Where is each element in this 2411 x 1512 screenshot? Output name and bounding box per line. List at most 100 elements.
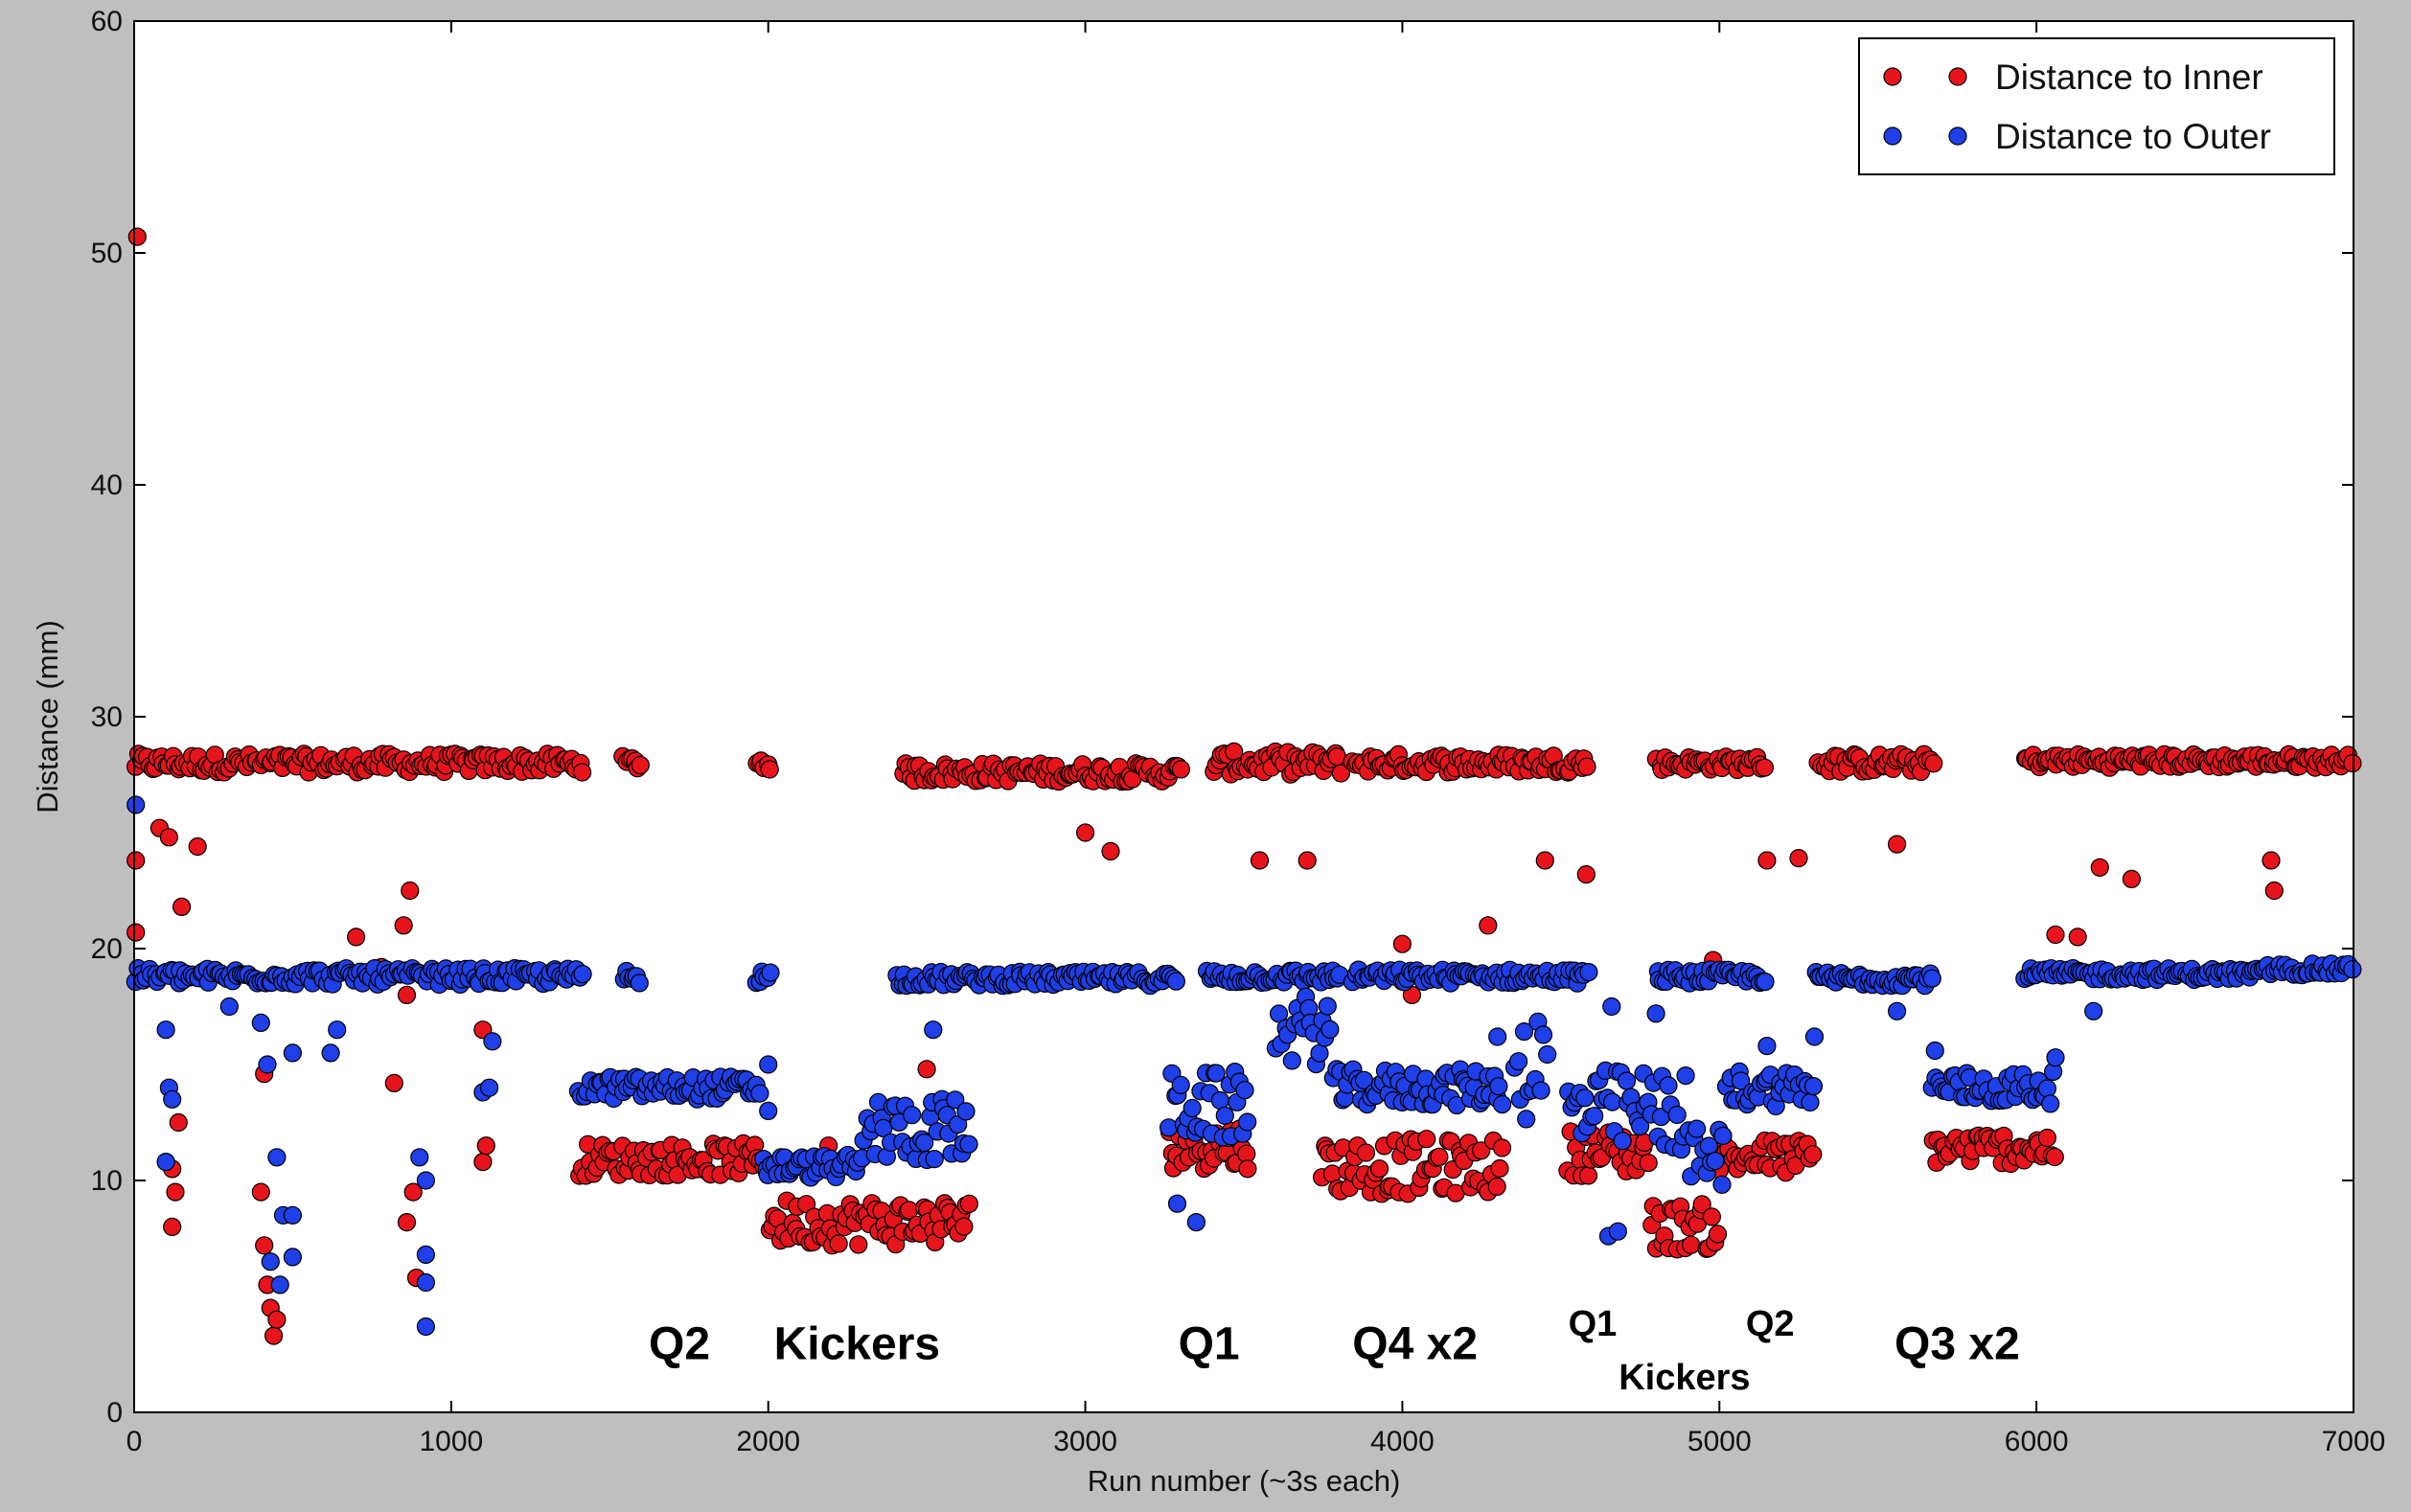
data-point [1757, 851, 1777, 870]
data-point [255, 1236, 274, 1255]
data-point [1492, 1138, 1512, 1157]
data-point [159, 828, 178, 847]
data-point [397, 985, 417, 1005]
data-point [2045, 1147, 2064, 1167]
data-point [1578, 1166, 1598, 1185]
data-point [1235, 1081, 1254, 1100]
legend-marker-outer [1883, 126, 1902, 146]
data-point [172, 897, 192, 917]
data-point [1514, 1021, 1534, 1042]
data-point [1318, 997, 1337, 1016]
data-point [384, 1073, 403, 1093]
y-tick-label: 20 [91, 933, 123, 965]
data-point [760, 760, 779, 779]
legend: Distance to Inner Distance to Outer [1858, 37, 2335, 175]
data-point [1297, 851, 1317, 870]
data-point [473, 1152, 493, 1172]
data-point [1186, 1212, 1206, 1232]
data-point [2068, 928, 2087, 947]
data-point [959, 1134, 978, 1154]
data-point [1488, 1027, 1507, 1046]
data-point [1575, 1088, 1595, 1108]
data-point [1803, 1145, 1823, 1164]
annotation-label: Q3 x2 [1894, 1318, 2020, 1369]
data-point [2262, 851, 2281, 870]
data-point [1250, 851, 1270, 870]
data-point [1238, 1112, 1257, 1132]
data-point [156, 1152, 175, 1172]
data-point [1171, 1075, 1190, 1095]
data-point [1804, 1027, 1825, 1046]
data-point [1922, 969, 1941, 988]
legend-marker-outer [1948, 126, 1967, 146]
data-point [849, 1235, 868, 1254]
data-point [1538, 1044, 1557, 1065]
data-point [1608, 1222, 1628, 1241]
data-point [1171, 760, 1191, 779]
data-point [1682, 1235, 1701, 1254]
data-point [156, 1020, 175, 1040]
data-point [1492, 1094, 1512, 1114]
data-point [1706, 1151, 1725, 1171]
data-point [956, 1102, 976, 1121]
data-point [1331, 764, 1351, 783]
data-point [630, 974, 649, 993]
data-point [1924, 754, 1943, 773]
data-point [328, 1020, 347, 1040]
data-point [283, 1248, 302, 1267]
data-point [416, 1317, 435, 1337]
data-point [267, 1310, 287, 1329]
data-point [416, 1171, 435, 1190]
data-point [1702, 1207, 1722, 1226]
data-point [258, 1055, 277, 1074]
data-point [1269, 1004, 1289, 1023]
data-point [126, 795, 146, 814]
data-point [169, 1112, 188, 1133]
data-point [483, 1032, 502, 1051]
y-tick-label: 60 [91, 6, 123, 37]
series-outer [126, 795, 2362, 1337]
data-point [1517, 1110, 1536, 1129]
data-point [1159, 1118, 1179, 1137]
data-point [1215, 1106, 1234, 1125]
data-point [163, 1217, 182, 1237]
data-point [1577, 757, 1596, 776]
y-tick-label: 50 [91, 238, 123, 269]
x-axis-label: Run number (~3s each) [1088, 1464, 1401, 1498]
annotation-label: Q1 [1179, 1318, 1240, 1369]
x-tick-label: 3000 [1053, 1426, 1117, 1457]
data-point [283, 1205, 302, 1225]
data-point [1756, 972, 1775, 992]
data-point [1472, 1141, 1491, 1160]
data-point [1602, 997, 1621, 1017]
data-point [1659, 1076, 1678, 1095]
data-point [127, 227, 147, 246]
data-point [1489, 1077, 1508, 1096]
plot-area [134, 21, 2354, 1412]
data-point [394, 916, 413, 935]
legend-marker-inner [1883, 67, 1902, 86]
data-point [924, 1020, 943, 1040]
data-point [2264, 881, 2284, 901]
data-point [397, 1212, 417, 1232]
y-tick-label: 40 [91, 470, 123, 501]
data-point [1369, 1159, 1389, 1179]
y-axis-label: Distance (mm) [31, 620, 64, 813]
x-tick-label: 7000 [2322, 1426, 2386, 1457]
data-point [1417, 1130, 1436, 1149]
data-point [416, 1245, 435, 1265]
data-point [1531, 1081, 1550, 1100]
data-point [1392, 934, 1412, 953]
data-point [1617, 1071, 1637, 1090]
data-point [1803, 1076, 1824, 1096]
data-point [264, 1326, 284, 1345]
data-point [572, 763, 592, 782]
data-point [1602, 1092, 1622, 1111]
data-point [1576, 864, 1596, 884]
data-point [166, 1182, 185, 1202]
data-point [126, 851, 146, 870]
data-point [347, 928, 366, 947]
data-point [401, 881, 420, 901]
